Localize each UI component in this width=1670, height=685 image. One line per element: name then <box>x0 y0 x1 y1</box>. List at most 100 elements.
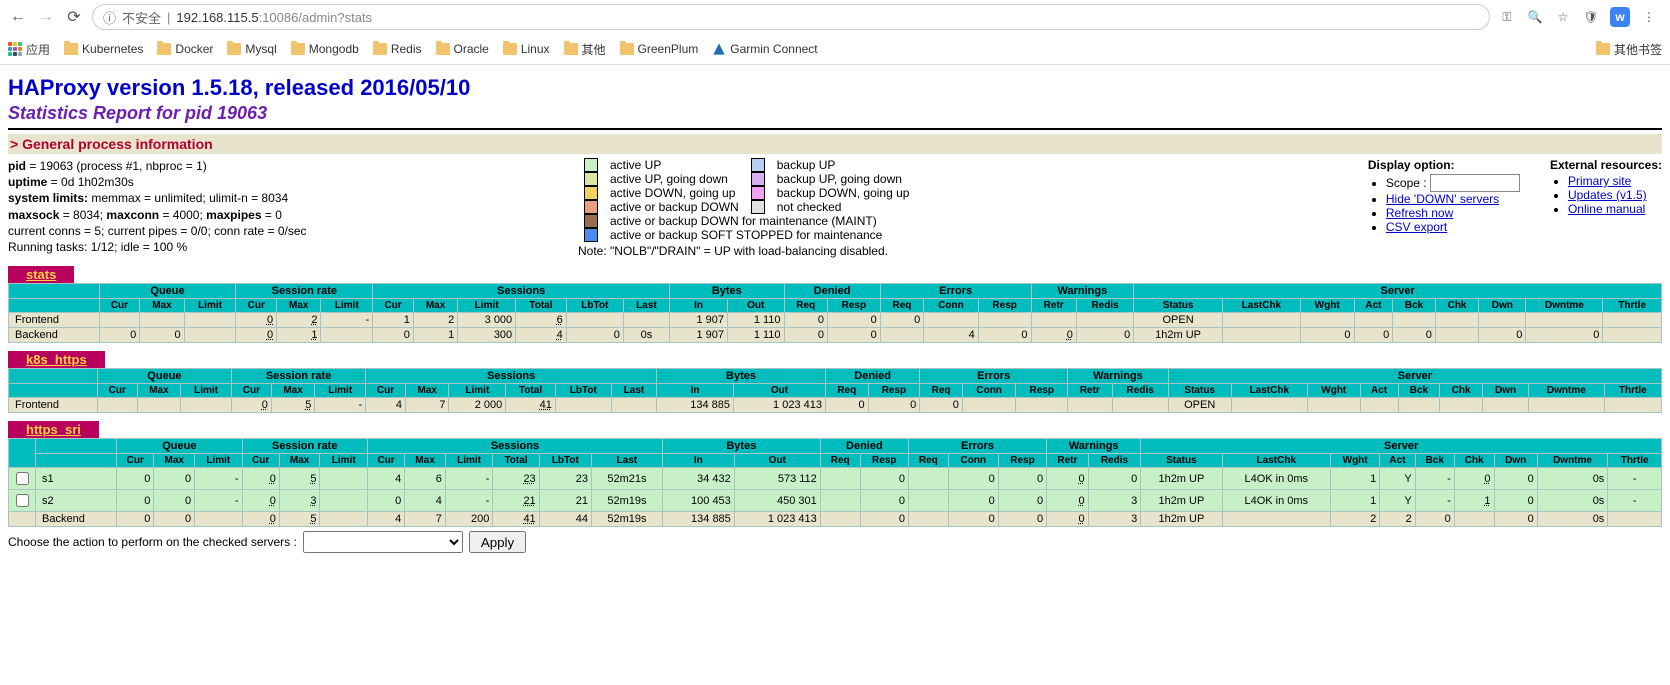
bookmark-label: 其他书签 <box>1614 41 1662 58</box>
bookmark-item[interactable]: Docker <box>157 42 213 56</box>
shield-icon[interactable]: 🛡 <box>1582 8 1600 26</box>
extension-icon[interactable]: w <box>1610 7 1630 27</box>
bookmark-item[interactable]: 其他 <box>564 41 606 58</box>
info-right: Display option: Scope : Hide 'DOWN' serv… <box>1368 158 1662 234</box>
csv-export-link[interactable]: CSV export <box>1386 220 1447 234</box>
info-row: pid = 19063 (process #1, nbproc = 1) upt… <box>8 158 1662 258</box>
legend-table: active UP backup UP active UP, going dow… <box>578 158 915 242</box>
column-header-row: CurMaxLimitCurMaxLimitCurMaxLimitTotalLb… <box>9 384 1662 398</box>
bookmark-item[interactable]: Mysql <box>227 42 276 56</box>
stats-table: QueueSession rateSessionsBytesDeniedErro… <box>8 438 1662 527</box>
bookmark-item[interactable]: Redis <box>373 42 422 56</box>
legend-note: Note: "NOLB"/"DRAIN" = UP with load-bala… <box>578 244 915 258</box>
page-title: HAProxy version 1.5.18, released 2016/05… <box>8 75 1662 101</box>
url-separator: | <box>167 10 170 25</box>
table-row: Backend000101300400s1 9071 1100040001h2m… <box>9 328 1662 343</box>
url-bar[interactable]: ⓘ 不安全 | 192.168.115.5:10086/admin?stats <box>92 4 1490 30</box>
table-row: Frontend05-472 00041134 8851 023 413000O… <box>9 398 1662 413</box>
divider <box>8 128 1662 130</box>
proxy-https-sri: https_sri QueueSession rateSessionsBytes… <box>8 421 1662 553</box>
group-header-row: QueueSession rateSessionsBytesDeniedErro… <box>9 369 1662 384</box>
legend-swatch <box>584 186 598 200</box>
apps-icon <box>8 42 22 56</box>
nav-back-button[interactable]: ← <box>8 7 28 27</box>
action-select[interactable] <box>303 531 463 553</box>
bookmark-label: Mongodb <box>309 42 359 56</box>
legend-label: active DOWN, going up <box>604 186 745 200</box>
folder-icon <box>503 43 517 55</box>
page-content: HAProxy version 1.5.18, released 2016/05… <box>0 65 1670 559</box>
legend-label: backup UP <box>771 158 916 172</box>
legend-swatch <box>584 172 598 186</box>
bookmark-label: GreenPlum <box>638 42 699 56</box>
folder-icon <box>373 43 387 55</box>
menu-icon[interactable]: ⋮ <box>1640 8 1658 26</box>
bookmark-label: Docker <box>175 42 213 56</box>
bookmark-label: 其他 <box>582 41 606 58</box>
proxy-k8s-https: k8s_https QueueSession rateSessionsBytes… <box>8 351 1662 413</box>
legend-swatch <box>751 200 765 214</box>
star-icon[interactable]: ☆ <box>1554 8 1572 26</box>
bookmark-item[interactable]: Oracle <box>436 42 489 56</box>
folder-icon <box>291 43 305 55</box>
server-checkbox[interactable] <box>16 472 29 485</box>
bookmark-item[interactable]: Kubernetes <box>64 42 143 56</box>
bookmark-label: Oracle <box>454 42 489 56</box>
table-row: s100-0546-232352m21s34 432573 112000001h… <box>9 468 1662 490</box>
bookmark-label: Linux <box>521 42 550 56</box>
scope-input[interactable] <box>1430 174 1520 192</box>
process-info: pid = 19063 (process #1, nbproc = 1) upt… <box>8 158 568 255</box>
legend-label: not checked <box>771 200 916 214</box>
folder-icon <box>1596 43 1610 55</box>
folder-icon <box>564 43 578 55</box>
key-icon[interactable]: ⚿ <box>1498 8 1516 26</box>
proxy-title: stats <box>8 266 74 283</box>
legend-label: active UP, going down <box>604 172 745 186</box>
refresh-link[interactable]: Refresh now <box>1386 206 1453 220</box>
legend-swatch <box>584 200 598 214</box>
proxy-stats: stats QueueSession rateSessionsBytesDeni… <box>8 266 1662 343</box>
browser-toolbar: ← → ⟳ ⓘ 不安全 | 192.168.115.5:10086/admin?… <box>0 0 1670 34</box>
table-row: Frontend02-123 00061 9071 110000OPEN <box>9 313 1662 328</box>
bookmark-item[interactable]: Linux <box>503 42 550 56</box>
hide-down-link[interactable]: Hide 'DOWN' servers <box>1386 192 1499 206</box>
legend: active UP backup UP active UP, going dow… <box>578 158 915 258</box>
display-option-title: Display option: <box>1368 158 1455 172</box>
legend-swatch <box>751 186 765 200</box>
action-label: Choose the action to perform on the chec… <box>8 535 297 549</box>
insecure-label: 不安全 <box>122 8 161 27</box>
bookmark-item[interactable]: GreenPlum <box>620 42 699 56</box>
zoom-icon[interactable]: 🔍 <box>1526 8 1544 26</box>
stats-table: QueueSession rateSessionsBytesDeniedErro… <box>8 283 1662 343</box>
display-options: Display option: Scope : Hide 'DOWN' serv… <box>1368 158 1520 234</box>
folder-icon <box>620 43 634 55</box>
bookmark-label: Kubernetes <box>82 42 143 56</box>
external-title: External resources: <box>1550 158 1662 172</box>
apps-button[interactable]: 应用 <box>8 41 50 58</box>
bookmark-label: Mysql <box>245 42 276 56</box>
primary-site-link[interactable]: Primary site <box>1568 174 1631 188</box>
column-header-row: CurMaxLimitCurMaxLimitCurMaxLimitTotalLb… <box>9 299 1662 313</box>
info-icon: ⓘ <box>103 8 116 27</box>
manual-link[interactable]: Online manual <box>1568 202 1645 216</box>
url-host: 192.168.115.5:10086/admin?stats <box>176 10 372 25</box>
legend-label: active or backup SOFT STOPPED for mainte… <box>604 228 915 242</box>
table-row: Backend000547200414452m19s134 8851 023 4… <box>9 512 1662 527</box>
external-resources: External resources: Primary site Updates… <box>1550 158 1662 234</box>
other-bookmarks[interactable]: 其他书签 <box>1596 41 1662 58</box>
table-row: s200-0304-212152m19s100 453450 301000031… <box>9 490 1662 512</box>
bookmark-garmin[interactable]: Garmin Connect <box>712 42 817 56</box>
toolbar-right-icons: ⚿ 🔍 ☆ 🛡 w ⋮ <box>1498 7 1662 27</box>
legend-swatch <box>751 158 765 172</box>
apply-button[interactable]: Apply <box>469 531 526 553</box>
updates-link[interactable]: Updates (v1.5) <box>1568 188 1647 202</box>
legend-label: active UP <box>604 158 745 172</box>
legend-label: backup UP, going down <box>771 172 916 186</box>
folder-icon <box>64 43 78 55</box>
bookmark-label: Garmin Connect <box>730 42 817 56</box>
bookmark-item[interactable]: Mongodb <box>291 42 359 56</box>
nav-forward-button[interactable]: → <box>36 7 56 27</box>
nav-reload-button[interactable]: ⟳ <box>64 7 84 27</box>
legend-swatch <box>584 228 598 242</box>
server-checkbox[interactable] <box>16 494 29 507</box>
